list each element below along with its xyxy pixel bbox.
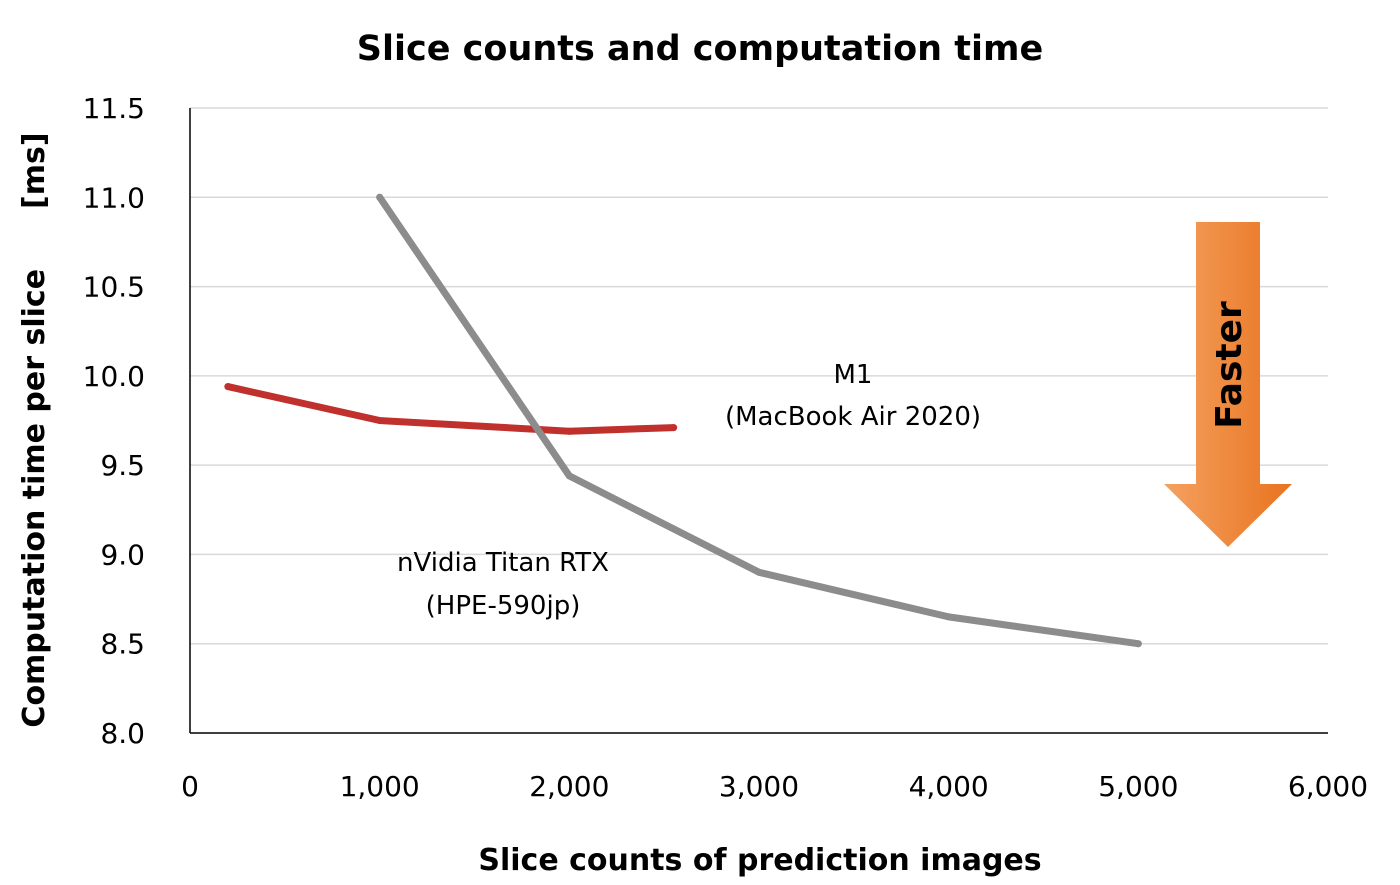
series-label-titan: nVidia Titan RTX (HPE-590jp) [397, 548, 609, 621]
series-0-point-0 [224, 383, 232, 391]
series-line-0 [224, 383, 678, 435]
series-label-m1: M1 (MacBook Air 2020) [725, 360, 981, 432]
y-tick-label: 8.5 [100, 628, 145, 661]
faster-arrow: Faster [1164, 222, 1292, 547]
series-label-m1-line2: (MacBook Air 2020) [725, 402, 981, 432]
y-tick-label: 8.0 [100, 717, 145, 750]
axes [189, 108, 1328, 734]
chart-title: Slice counts and computation time [357, 29, 1043, 69]
gridlines [190, 107, 1328, 645]
series-1-point-3 [945, 613, 953, 621]
series-1-point-2 [755, 568, 763, 576]
series-1-point-0 [376, 193, 384, 201]
y-axis-title: Computation time per slice [ms] [17, 132, 52, 727]
faster-arrow-label: Faster [1209, 301, 1250, 429]
y-tick-label: 10.5 [83, 271, 145, 304]
x-tick-label: 1,000 [340, 770, 420, 803]
series-1-point-1 [565, 472, 573, 480]
x-tick-label: 4,000 [909, 770, 989, 803]
x-tick-label: 0 [181, 770, 199, 803]
x-tick-label: 3,000 [719, 770, 799, 803]
x-tick-label: 5,000 [1098, 770, 1178, 803]
y-tick-label: 9.0 [100, 538, 145, 571]
y-tick-labels: 8.0 8.5 9.0 9.5 10.0 10.5 11.0 11.5 [83, 92, 145, 750]
series-label-titan-line2: (HPE-590jp) [426, 591, 581, 621]
y-tick-label: 11.5 [83, 92, 145, 125]
faster-arrow-shape [1164, 222, 1292, 547]
series-label-titan-line1: nVidia Titan RTX [397, 548, 609, 578]
x-axis-title: Slice counts of prediction images [478, 843, 1041, 878]
series-1-point-4 [1134, 640, 1142, 648]
y-tick-label: 9.5 [100, 449, 145, 482]
series-0-point-3 [670, 424, 678, 432]
x-tick-labels: 0 1,000 2,000 3,000 4,000 5,000 6,000 [181, 770, 1368, 803]
y-tick-label: 10.0 [83, 360, 145, 393]
x-tick-label: 6,000 [1288, 770, 1368, 803]
series-0-point-1 [376, 417, 384, 424]
series-0-point-2 [565, 427, 573, 435]
series-label-m1-line1: M1 [834, 360, 873, 390]
y-tick-label: 11.0 [83, 181, 145, 214]
x-tick-label: 2,000 [529, 770, 609, 803]
series-lines [224, 193, 1142, 648]
